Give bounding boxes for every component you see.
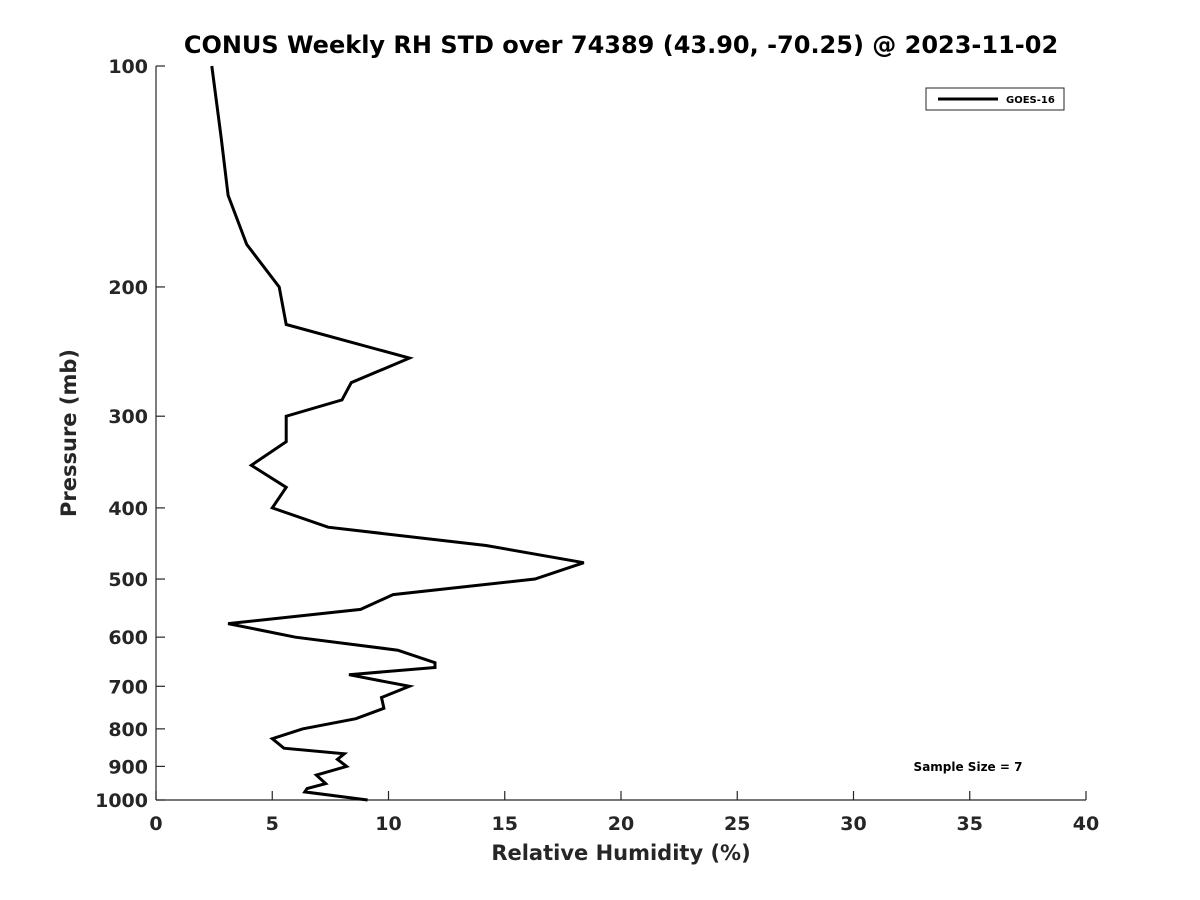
y-axis-ticks: 100 200 300 400 500 600 700 800 900 1000 (95, 56, 165, 812)
x-tick-label: 15 (492, 813, 518, 835)
x-axis-label: Relative Humidity (%) (491, 841, 750, 865)
y-tick-label: 500 (108, 569, 148, 591)
y-tick-label: 1000 (95, 790, 148, 812)
series-layer (210, 65, 585, 802)
x-tick-label: 25 (724, 813, 750, 835)
x-tick-label: 10 (375, 813, 401, 835)
y-tick-label: 300 (108, 406, 148, 428)
x-tick-label: 5 (266, 813, 279, 835)
y-tick-label: 700 (108, 676, 148, 698)
series-line-goes-16 (210, 65, 585, 802)
plot-area (155, 66, 1086, 801)
y-tick-label: 900 (108, 756, 148, 778)
legend: GOES-16 (925, 87, 1065, 111)
y-tick-label: 800 (108, 719, 148, 741)
y-axis-label: Pressure (mb) (57, 349, 81, 517)
x-tick-label: 35 (957, 813, 983, 835)
sample-size-annotation: Sample Size = 7 (914, 760, 1023, 774)
x-tick-label: 0 (149, 813, 162, 835)
y-tick-label: 100 (108, 56, 148, 78)
legend-label-goes-16: GOES-16 (1006, 95, 1055, 106)
x-tick-label: 30 (840, 813, 866, 835)
y-tick-label: 600 (108, 627, 148, 649)
x-tick-label: 40 (1073, 813, 1099, 835)
chart-title: CONUS Weekly RH STD over 74389 (43.90, -… (184, 31, 1058, 59)
y-tick-label: 400 (108, 498, 148, 520)
x-tick-label: 20 (608, 813, 634, 835)
y-tick-label: 200 (108, 277, 148, 299)
x-axis-ticks: 0 5 10 15 20 25 30 35 40 (149, 791, 1099, 835)
